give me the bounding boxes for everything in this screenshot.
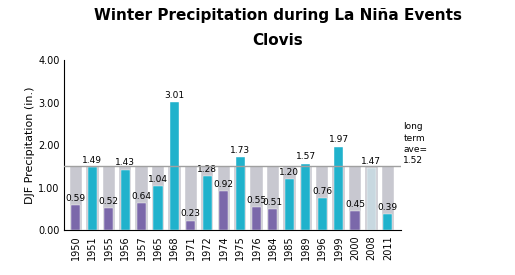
Text: 0.76: 0.76 — [312, 187, 332, 196]
Text: 1.57: 1.57 — [296, 152, 316, 161]
Text: Clovis: Clovis — [253, 33, 303, 48]
Text: 0.39: 0.39 — [378, 203, 398, 212]
Text: 1.04: 1.04 — [148, 175, 168, 184]
Bar — [119, 166, 131, 230]
Text: 1.47: 1.47 — [362, 157, 382, 166]
Text: 0.51: 0.51 — [263, 197, 283, 207]
Bar — [170, 102, 179, 230]
Bar — [137, 203, 146, 230]
Bar — [153, 186, 163, 230]
Bar — [72, 205, 80, 230]
Bar — [203, 176, 212, 230]
Bar — [219, 191, 228, 230]
Text: 0.55: 0.55 — [247, 196, 267, 205]
Bar — [318, 198, 327, 230]
Bar — [185, 166, 197, 230]
Text: 0.52: 0.52 — [99, 197, 119, 206]
Bar — [316, 166, 329, 230]
Y-axis label: DJF Precipitation (in.): DJF Precipitation (in.) — [25, 87, 36, 204]
Text: 1.20: 1.20 — [279, 168, 299, 177]
Bar — [235, 157, 245, 230]
Bar — [349, 166, 361, 230]
Text: 0.23: 0.23 — [181, 210, 201, 218]
Text: 1.43: 1.43 — [115, 158, 135, 167]
Bar — [201, 166, 213, 230]
Bar — [334, 147, 343, 230]
Bar — [186, 221, 195, 230]
Bar — [102, 166, 115, 230]
Bar — [250, 166, 263, 230]
Text: long
term
ave=
1.52: long term ave= 1.52 — [403, 122, 427, 165]
Bar — [252, 207, 261, 230]
Bar — [104, 208, 113, 230]
Bar — [268, 209, 278, 230]
Bar — [217, 166, 230, 230]
Text: Winter Precipitation during La Niña Events: Winter Precipitation during La Niña Even… — [94, 8, 462, 23]
Bar — [300, 166, 312, 230]
Text: 0.64: 0.64 — [132, 192, 151, 201]
Bar — [267, 166, 279, 230]
Text: 1.73: 1.73 — [230, 146, 250, 155]
Bar — [365, 166, 377, 230]
Text: 0.92: 0.92 — [214, 180, 234, 189]
Bar — [234, 166, 246, 230]
Text: 0.45: 0.45 — [345, 200, 365, 209]
Bar — [351, 211, 359, 230]
Text: 1.49: 1.49 — [82, 156, 102, 165]
Bar — [121, 170, 130, 230]
Bar — [70, 166, 82, 230]
Bar — [367, 168, 376, 230]
Bar — [283, 166, 296, 230]
Text: 1.28: 1.28 — [197, 165, 217, 174]
Bar — [88, 167, 97, 230]
Bar — [86, 166, 98, 230]
Text: 1.97: 1.97 — [329, 136, 349, 144]
Bar — [382, 166, 394, 230]
Bar — [333, 166, 345, 230]
Text: 0.59: 0.59 — [66, 194, 86, 203]
Bar — [152, 166, 164, 230]
Bar — [285, 179, 294, 230]
Bar — [135, 166, 148, 230]
Bar — [301, 164, 310, 230]
Bar — [383, 214, 392, 230]
Bar — [168, 166, 181, 230]
Text: 3.01: 3.01 — [164, 91, 184, 100]
